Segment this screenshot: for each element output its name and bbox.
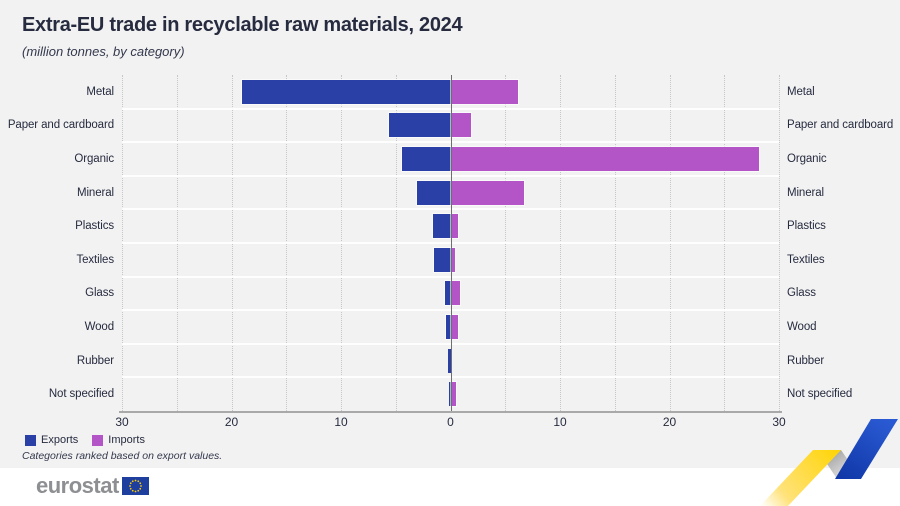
export-bar <box>241 78 452 105</box>
export-bar <box>415 179 452 206</box>
import-bar <box>449 146 761 172</box>
category-label-left: Rubber <box>76 354 114 367</box>
export-bar <box>445 314 452 340</box>
category-label-right: Organic <box>787 152 827 165</box>
category-label-right: Plastics <box>787 220 826 233</box>
x-tick-label: 20 <box>224 415 239 429</box>
category-label-left: Mineral <box>76 186 114 199</box>
export-bar <box>432 213 452 240</box>
import-bar <box>449 78 520 105</box>
category-label-left: Paper and cardboard <box>7 119 114 132</box>
page-title: Extra-EU trade in recyclable raw materia… <box>22 14 463 36</box>
x-tick-label: 20 <box>662 415 677 429</box>
x-tick-label: 30 <box>115 415 129 429</box>
category-label-right: Wood <box>787 320 817 333</box>
exports-swatch-icon <box>25 434 36 446</box>
import-bar <box>449 314 460 340</box>
x-tick-label: 0 <box>447 415 454 429</box>
import-bar <box>449 246 457 273</box>
eurostat-logo-text: eurostat <box>36 473 119 498</box>
legend-imports-label: Imports <box>108 434 145 446</box>
import-bar <box>449 381 458 408</box>
export-bar <box>401 146 452 172</box>
category-label-right: Glass <box>787 287 816 300</box>
x-tick-label: 30 <box>772 415 786 429</box>
imports-swatch-icon <box>92 434 104 446</box>
category-label-right: Rubber <box>787 354 825 367</box>
page-subtitle: (million tonnes, by category) <box>22 44 185 59</box>
chart-footnote: Categories ranked based on export values… <box>22 450 223 462</box>
import-bar <box>449 179 525 206</box>
ribbon-decoration-icon <box>760 419 898 506</box>
x-tick-label: 10 <box>553 415 567 429</box>
export-bar <box>448 382 451 407</box>
gridline <box>779 75 780 411</box>
category-label-right: Metal <box>787 85 815 98</box>
eu-flag-icon <box>121 477 149 495</box>
x-tick-label: 10 <box>334 415 348 429</box>
category-label-right: Mineral <box>787 186 825 199</box>
category-label-left: Wood <box>84 320 115 333</box>
zero-line <box>450 75 452 411</box>
category-label-left: Organic <box>74 152 114 165</box>
export-bar <box>443 280 452 307</box>
export-bar <box>433 246 452 273</box>
category-label-left: Plastics <box>75 220 114 233</box>
legend-item-exports: Exports <box>25 434 78 446</box>
category-label-left: Glass <box>85 287 114 300</box>
legend-item-imports: Imports <box>92 434 145 446</box>
category-labels-left: Metal Paper and cardboard Organic Mineral Pl… <box>0 75 114 411</box>
export-bar <box>447 348 451 373</box>
import-bar <box>449 213 460 240</box>
category-label-right: Not specified <box>787 388 853 401</box>
import-bar <box>449 112 473 139</box>
category-label-left: Not specified <box>48 388 114 401</box>
category-label-left: Textiles <box>76 253 114 266</box>
legend-exports-label: Exports <box>41 434 79 446</box>
category-label-left: Metal <box>86 85 114 98</box>
eurostat-logo: eurostat <box>36 473 149 499</box>
legend: Exports Imports <box>25 434 145 446</box>
import-bar <box>449 280 462 307</box>
export-bar <box>388 112 452 139</box>
category-label-right: Textiles <box>787 253 825 266</box>
x-axis-line <box>119 411 782 413</box>
footer-band <box>0 468 900 506</box>
category-label-right: Paper and cardboard <box>787 119 894 132</box>
category-labels-right: Metal Paper and cardboard Organic Mineral Pl… <box>787 75 897 411</box>
plot-area <box>122 75 780 411</box>
